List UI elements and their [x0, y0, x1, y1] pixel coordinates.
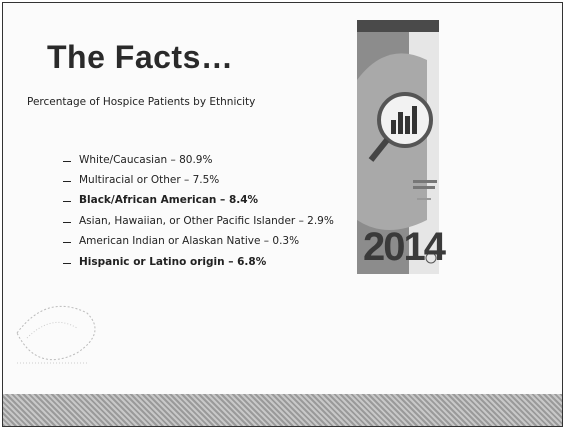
- cover-year: 2014: [363, 225, 444, 270]
- bullet-item: White/Caucasian – 80.9%: [79, 154, 212, 166]
- bullet-item: Asian, Hawaiian, or Other Pacific Island…: [79, 215, 334, 227]
- bullet-dash: [63, 201, 71, 202]
- footer-band: [3, 394, 562, 426]
- bullet-item: American Indian or Alaskan Native – 0.3%: [79, 235, 299, 247]
- logo: [7, 293, 117, 383]
- slide-title: The Facts…: [47, 39, 233, 76]
- bullet-dash: [63, 181, 71, 182]
- bullet-dash: [63, 242, 71, 243]
- bullet-dash: [63, 263, 71, 264]
- slide: The Facts… Percentage of Hospice Patient…: [2, 2, 563, 427]
- bullet-dash: [63, 222, 71, 223]
- bullet-item: Black/African American – 8.4%: [79, 194, 258, 206]
- bullet-item: Multiracial or Other – 7.5%: [79, 174, 219, 186]
- bullet-item: Hispanic or Latino origin – 6.8%: [79, 256, 266, 268]
- slide-subtitle: Percentage of Hospice Patients by Ethnic…: [27, 96, 255, 108]
- bullet-dash: [63, 161, 71, 162]
